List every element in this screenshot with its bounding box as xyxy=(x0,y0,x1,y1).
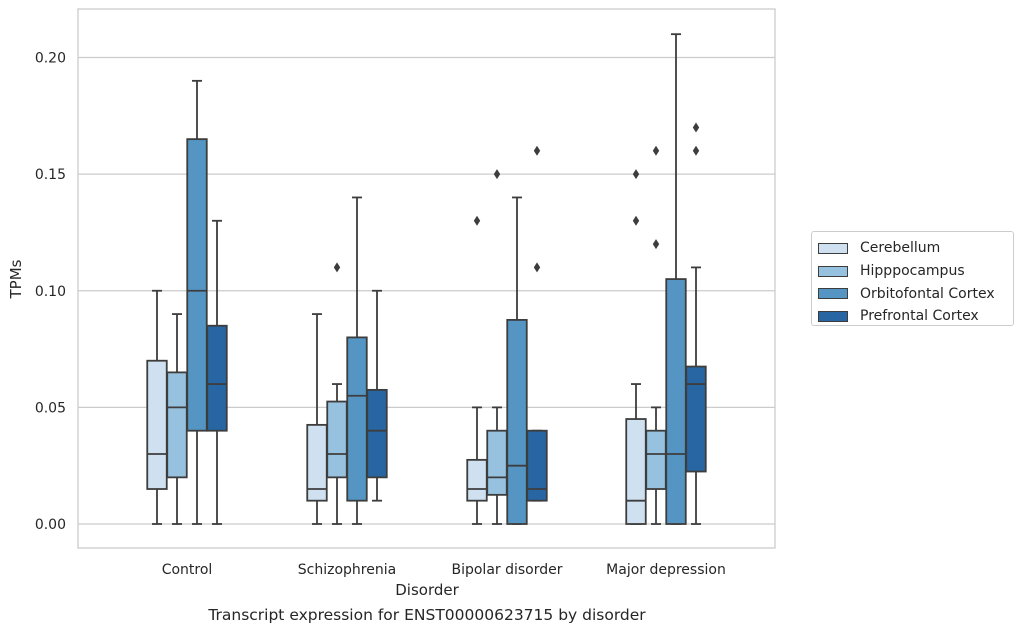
box xyxy=(665,278,687,525)
y-tick-label: 0.05 xyxy=(35,400,66,416)
plot-area-frame xyxy=(77,8,776,549)
legend-item: Prefrontal Cortex xyxy=(818,305,1013,328)
box xyxy=(366,388,388,479)
legend-label: Cerebellum xyxy=(860,240,941,257)
box xyxy=(466,458,488,502)
series-prefrontal-cortex xyxy=(206,122,707,525)
box xyxy=(146,359,168,490)
box-plot xyxy=(506,196,528,525)
box xyxy=(486,429,508,496)
legend-swatch xyxy=(818,310,848,322)
outlier-point xyxy=(493,169,501,180)
box-plot xyxy=(206,219,228,525)
box xyxy=(506,319,528,525)
box xyxy=(645,429,667,490)
y-tick-label: 0.20 xyxy=(35,51,66,67)
outlier-point xyxy=(632,169,640,180)
y-tick-label: 0.15 xyxy=(35,167,66,183)
series-hipppocampus xyxy=(166,145,667,525)
box xyxy=(685,365,707,473)
box-plot xyxy=(366,289,388,502)
x-tick-label: Control xyxy=(162,562,213,578)
outlier-point xyxy=(632,215,640,226)
outlier-point xyxy=(533,262,541,273)
y-tick-label: 0.10 xyxy=(35,284,66,300)
box-plot xyxy=(306,313,328,525)
x-axis-label: Disorder xyxy=(395,581,459,599)
box xyxy=(326,400,348,479)
box-series-layer xyxy=(146,33,707,525)
x-tick-label: Major depression xyxy=(606,562,726,578)
outlier-point xyxy=(473,215,481,226)
x-tick-label: Bipolar disorder xyxy=(451,562,562,578)
box-plot xyxy=(486,169,508,525)
box-plot xyxy=(466,215,488,525)
legend-label: Orbitofontal Cortex xyxy=(860,285,995,302)
y-axis-label: TPMs xyxy=(7,259,25,299)
chart-caption: Transcript expression for ENST0000062371… xyxy=(208,606,646,624)
x-axis-ticks: Control Schizophrenia Bipolar disorder Majo… xyxy=(162,562,726,578)
box xyxy=(526,429,548,502)
legend-swatch xyxy=(818,242,848,254)
box-plot xyxy=(326,262,348,525)
outlier-point xyxy=(652,145,660,156)
x-tick-label: Schizophrenia xyxy=(298,562,396,578)
box-plot xyxy=(186,79,208,525)
legend: Cerebellum Hipppocampus Orbitofontal Corte… xyxy=(811,231,1014,326)
y-tick-label: 0.00 xyxy=(35,517,66,533)
box xyxy=(625,418,647,525)
outlier-point xyxy=(533,145,541,156)
box-plot xyxy=(526,145,548,502)
legend-swatch xyxy=(818,288,848,300)
outlier-point xyxy=(652,239,660,250)
box-plot xyxy=(645,145,667,525)
box-plot xyxy=(166,313,188,525)
series-orbitofontal-cortex xyxy=(186,33,687,525)
box xyxy=(346,336,368,502)
legend-item: Orbitofontal Cortex xyxy=(818,282,1013,305)
box-plot xyxy=(146,289,168,525)
box-plot xyxy=(346,196,368,525)
legend-swatch xyxy=(818,265,848,277)
legend-item: Cerebellum xyxy=(818,237,1013,260)
box xyxy=(166,371,188,479)
outlier-point xyxy=(692,122,700,133)
box-plot xyxy=(665,33,687,525)
outlier-point xyxy=(333,262,341,273)
y-axis-ticks: 0.00 0.05 0.10 0.15 0.20 xyxy=(35,51,66,534)
box-plot xyxy=(625,169,647,525)
legend-label: Hipppocampus xyxy=(860,263,965,280)
legend-label: Prefrontal Cortex xyxy=(860,308,979,325)
outlier-point xyxy=(692,145,700,156)
box xyxy=(186,138,208,432)
box-plot xyxy=(685,122,707,525)
legend-item: Hipppocampus xyxy=(818,260,1013,283)
box xyxy=(206,324,228,432)
